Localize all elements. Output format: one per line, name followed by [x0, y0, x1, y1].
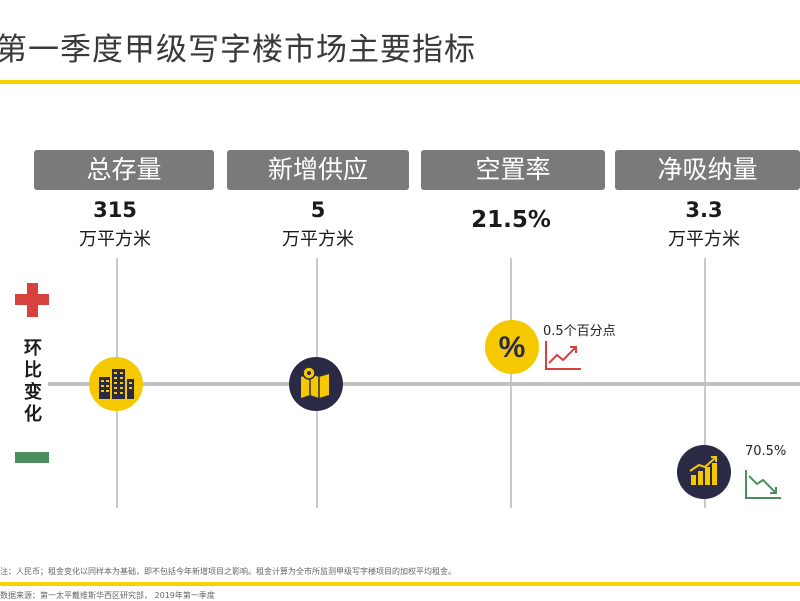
unit-net-absorption: 万平方米: [668, 229, 740, 250]
value-new-supply: 5: [310, 198, 326, 222]
change-vacancy-rate: 0.5个百分点: [543, 324, 616, 339]
trend-down-icon: [744, 468, 782, 504]
svg-text:%: %: [499, 331, 526, 364]
baseline-axis: [48, 382, 800, 386]
map-pin-icon: [289, 357, 343, 411]
building-icon: [89, 357, 143, 411]
header-net-absorption: 净吸纳量: [615, 150, 800, 190]
footer-rule: [0, 582, 800, 586]
percent-icon: %: [485, 320, 539, 374]
unit-total-stock: 万平方米: [79, 229, 151, 250]
unit-new-supply: 万平方米: [282, 229, 354, 250]
footnote-source: 数据来源：第一太平戴维斯华西区研究部， 2019年第一季度: [0, 591, 215, 600]
header-vacancy-rate: 空置率: [421, 150, 605, 190]
plus-icon-vertical: [26, 283, 38, 317]
bar-growth-icon: [677, 445, 731, 499]
change-axis-label: 环比变化: [24, 338, 42, 425]
footnote-note: 注：人民币；租金变化以同样本为基础，即不包括今年新增项目之影响。租金计算为全市所…: [0, 567, 456, 576]
change-net-absorption: 70.5%: [745, 444, 787, 459]
title-underline: [0, 80, 800, 84]
header-new-supply: 新增供应: [227, 150, 409, 190]
page-title: 第一季度甲级写字楼市场主要指标: [0, 32, 476, 68]
minus-icon: [15, 452, 49, 463]
value-vacancy-rate: 21.5%: [471, 207, 551, 233]
value-net-absorption: 3.3: [685, 198, 723, 222]
value-total-stock: 315: [93, 198, 137, 222]
trend-up-icon: [544, 339, 582, 375]
header-total-stock: 总存量: [34, 150, 214, 190]
